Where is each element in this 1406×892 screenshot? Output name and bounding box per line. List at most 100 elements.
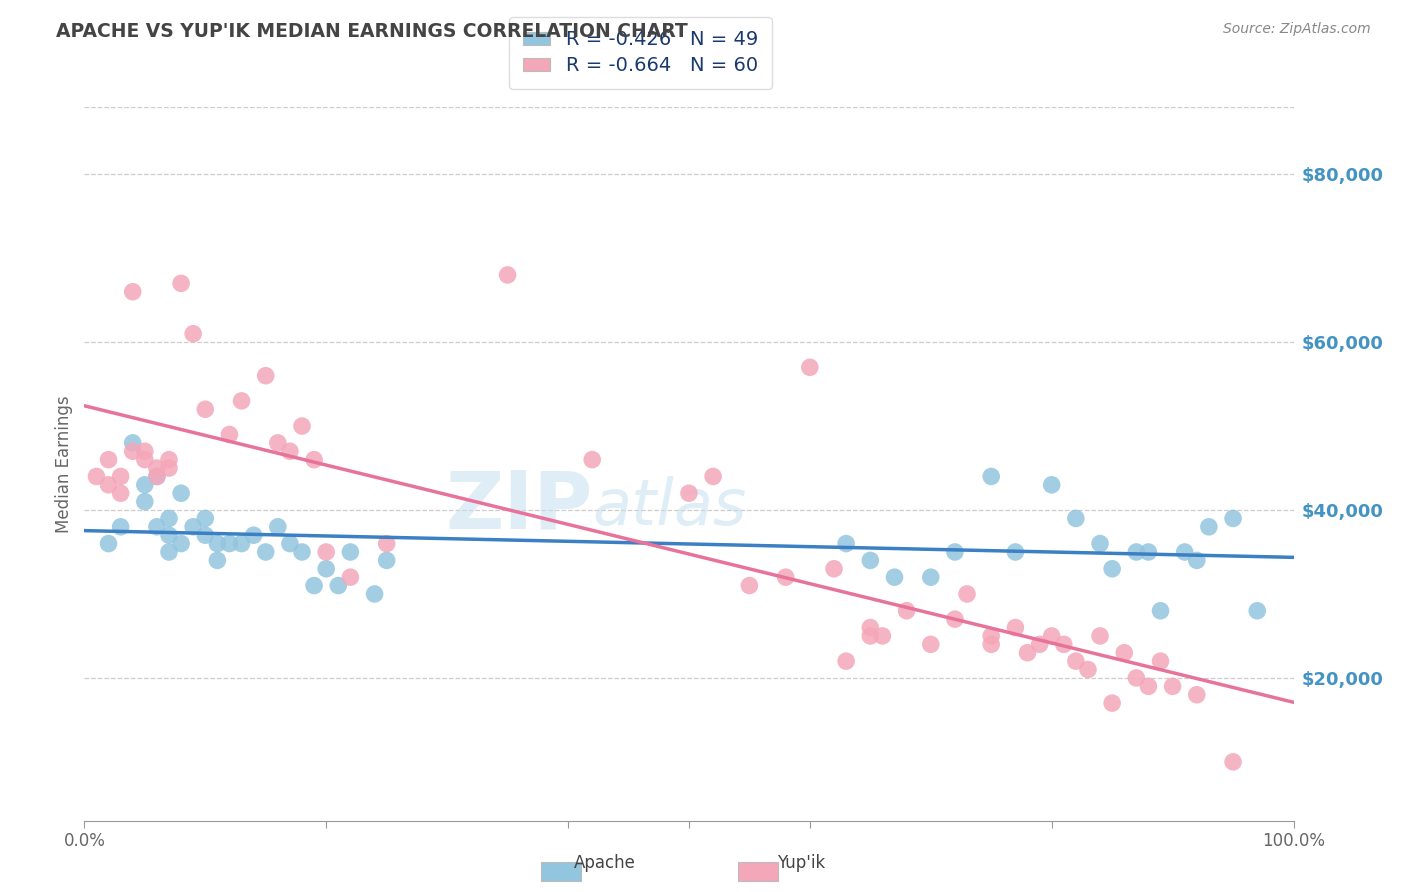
Point [157,511,180,525]
Text: Apache: Apache [574,855,636,872]
Point [1101,562,1123,576]
Point [242,528,264,542]
Point [835,536,858,550]
Point [896,604,918,618]
Text: atlas: atlas [592,475,747,538]
Point [1053,637,1076,651]
Point [146,469,169,483]
Point [775,570,797,584]
Text: Yup'ik: Yup'ik [778,855,825,872]
Point [956,587,979,601]
Point [1222,511,1244,525]
Point [218,536,240,550]
Point [278,536,301,550]
Point [799,360,821,375]
Y-axis label: Median Earnings: Median Earnings [55,395,73,533]
Point [278,444,301,458]
Point [943,545,966,559]
Point [375,553,398,567]
Legend: R = -0.426   N = 49, R = -0.664   N = 60: R = -0.426 N = 49, R = -0.664 N = 60 [509,17,772,89]
Point [157,452,180,467]
Point [339,570,361,584]
Point [315,562,337,576]
Point [146,469,169,483]
Point [835,654,858,668]
Point [267,520,290,534]
Point [302,578,325,592]
Point [1101,696,1123,710]
Text: APACHE VS YUP'IK MEDIAN EARNINGS CORRELATION CHART: APACHE VS YUP'IK MEDIAN EARNINGS CORRELA… [56,22,688,41]
Point [97,536,120,550]
Point [134,494,156,508]
Point [1149,654,1171,668]
Point [110,520,132,534]
Point [1077,663,1099,677]
Point [194,402,217,417]
Point [170,277,193,291]
Point [1004,621,1026,635]
Point [291,545,314,559]
Point [943,612,966,626]
Point [1174,545,1197,559]
Point [97,478,120,492]
Point [157,528,180,542]
Point [254,368,277,383]
Point [1185,553,1208,567]
Point [363,587,385,601]
Point [207,536,229,550]
Point [291,419,314,434]
Point [1040,629,1063,643]
Point [1125,545,1147,559]
Point [920,570,942,584]
Point [302,452,325,467]
Point [496,268,519,282]
Point [920,637,942,651]
Point [375,536,398,550]
Point [1125,671,1147,685]
Point [1114,646,1136,660]
Point [157,545,180,559]
Point [86,469,108,483]
Point [1088,536,1111,550]
Point [170,486,193,500]
Point [738,578,761,592]
Point [1149,604,1171,618]
Point [194,528,217,542]
Point [1246,604,1268,618]
Point [1028,637,1050,651]
Point [980,637,1002,651]
Point [1040,478,1063,492]
Point [702,469,724,483]
Point [1161,679,1184,693]
Point [1185,688,1208,702]
Point [121,285,143,299]
Point [1198,520,1220,534]
Point [1137,545,1160,559]
Point [121,444,143,458]
Point [859,553,882,567]
Point [231,536,253,550]
Point [194,511,217,525]
Point [328,578,350,592]
Point [231,393,253,408]
Point [134,478,156,492]
Point [1064,654,1087,668]
Point [1064,511,1087,525]
Point [339,545,361,559]
Point [110,486,132,500]
Text: Source: ZipAtlas.com: Source: ZipAtlas.com [1223,22,1371,37]
Point [97,452,120,467]
Point [170,536,193,550]
Point [859,621,882,635]
Point [823,562,845,576]
Point [980,469,1002,483]
Point [218,427,240,442]
Point [121,435,143,450]
Point [872,629,894,643]
Text: ZIP: ZIP [444,467,592,546]
Point [883,570,905,584]
Point [134,452,156,467]
Point [678,486,700,500]
Point [207,553,229,567]
Point [267,435,290,450]
